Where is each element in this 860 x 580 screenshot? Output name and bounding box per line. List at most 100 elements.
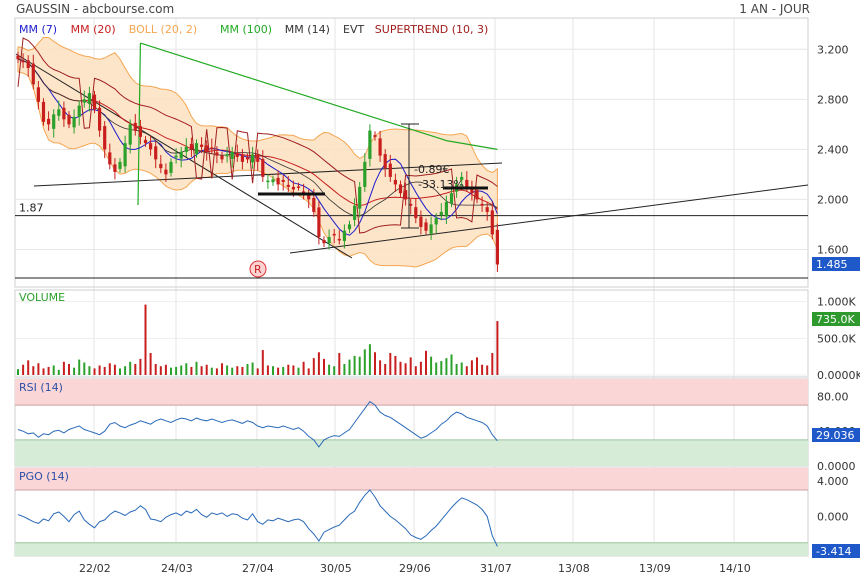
mm100-line-start [137, 43, 141, 206]
volume-bar-4 [37, 363, 40, 375]
candle-body-31 [174, 155, 178, 158]
volume-bar-14 [88, 366, 91, 375]
rsi-last-badge [812, 428, 860, 442]
candle-body-66 [353, 205, 357, 220]
volume-bar-47 [256, 368, 259, 375]
volume-bar-76 [404, 363, 407, 375]
candle-body-39 [215, 152, 219, 156]
r-marker-label: R [254, 263, 262, 276]
volume-bar-10 [68, 364, 70, 375]
volume-bar-70 [374, 352, 376, 375]
candle-body-89 [470, 186, 474, 194]
volume-bar-78 [414, 366, 417, 375]
candle-body-20 [118, 161, 122, 169]
candle-body-10 [67, 114, 71, 125]
candle-body-37 [205, 145, 209, 152]
volume-bar-56 [302, 361, 305, 375]
volume-bar-50 [272, 366, 274, 375]
candle-body-12 [77, 105, 81, 117]
volume-bar-89 [470, 360, 473, 375]
volume-bar-83 [440, 361, 443, 375]
pgo-last-badge [812, 544, 860, 558]
candle-body-50 [271, 179, 275, 183]
candle-body-24 [138, 126, 142, 137]
volume-bar-85 [450, 354, 453, 375]
candle-body-76 [404, 190, 408, 200]
candle-body-23 [133, 122, 137, 131]
supertrend-line [17, 37, 498, 234]
pgo-y-tick-1: 0.000 [817, 510, 849, 523]
candle-body-11 [72, 116, 76, 128]
candle-body-33 [184, 146, 188, 152]
volume-bar-68 [363, 349, 366, 375]
volume-bar-42 [231, 367, 234, 375]
volume-bar-72 [384, 364, 387, 375]
candle-body-4 [36, 87, 40, 102]
candle-body-27 [154, 146, 158, 160]
candle-body-71 [378, 138, 382, 156]
candle-body-29 [164, 169, 168, 175]
legend-item-5: EVT [343, 23, 364, 36]
candle-body-32 [179, 151, 183, 159]
rsi-last-value: 29.036 [816, 429, 855, 442]
candle-body-63 [337, 238, 341, 241]
candle-body-30 [169, 161, 173, 173]
volume-bar-27 [154, 364, 157, 375]
volume-bar-62 [333, 366, 336, 375]
candle-body-62 [332, 233, 336, 236]
volume-bar-35 [195, 361, 198, 375]
candle-body-72 [383, 154, 387, 169]
volume-bar-18 [108, 363, 111, 375]
volume-bar-13 [83, 362, 86, 375]
volume-bar-38 [210, 367, 213, 375]
candle-body-94 [495, 229, 499, 265]
volume-bar-20 [119, 368, 121, 375]
volume-bar-73 [389, 353, 392, 375]
candle-body-51 [276, 177, 280, 185]
candle-body-36 [200, 144, 204, 147]
candle-body-90 [475, 190, 479, 200]
volume-bar-67 [358, 356, 361, 375]
rsi-title: RSI (14) [19, 381, 63, 394]
candle-body-28 [159, 163, 163, 169]
volume-bar-28 [159, 366, 162, 375]
volume-bar-5 [42, 368, 45, 375]
volume-bar-40 [221, 363, 223, 375]
volume-bar-54 [292, 365, 295, 375]
rsi-line [17, 400, 498, 448]
candle-body-8 [57, 109, 61, 116]
rsi-y-tick-2: 0.0000 [817, 460, 856, 473]
volume-bar-37 [205, 364, 208, 375]
volume-bar-17 [103, 366, 106, 375]
volume-bar-19 [113, 364, 116, 375]
volume-bar-11 [73, 367, 76, 375]
volume-bar-59 [317, 352, 320, 375]
candle-body-65 [347, 224, 352, 230]
legend-item-1: MM (20) [71, 23, 116, 36]
candle-body-82 [434, 218, 438, 225]
volume-bar-6 [47, 366, 50, 375]
volume-bar-55 [297, 367, 300, 375]
pgo-last-value: -3.414 [816, 545, 851, 558]
candle-body-48 [261, 158, 265, 177]
volume-bar-49 [266, 365, 269, 375]
volume-bar-34 [190, 366, 193, 375]
volume-bar-24 [139, 358, 142, 375]
volume-bar-60 [323, 358, 325, 375]
volume-bar-94 [496, 321, 499, 375]
candle-body-15 [92, 94, 97, 110]
volume-bar-80 [425, 350, 427, 375]
candle-body-9 [62, 107, 66, 120]
candle-body-59 [317, 207, 321, 237]
legend-item-6: SUPERTREND (10, 3) [375, 23, 489, 36]
volume-bar-92 [486, 365, 489, 375]
candle-body-93 [490, 210, 494, 235]
candle-body-78 [414, 207, 418, 219]
volume-bar-58 [312, 358, 315, 375]
price-y-tick-3: 2.000 [817, 193, 849, 206]
candle-body-73 [388, 163, 392, 177]
legend-item-0: MM (7) [19, 23, 57, 36]
pgo-low-zone [15, 542, 808, 556]
period-label: 1 AN - JOUR [739, 2, 810, 16]
